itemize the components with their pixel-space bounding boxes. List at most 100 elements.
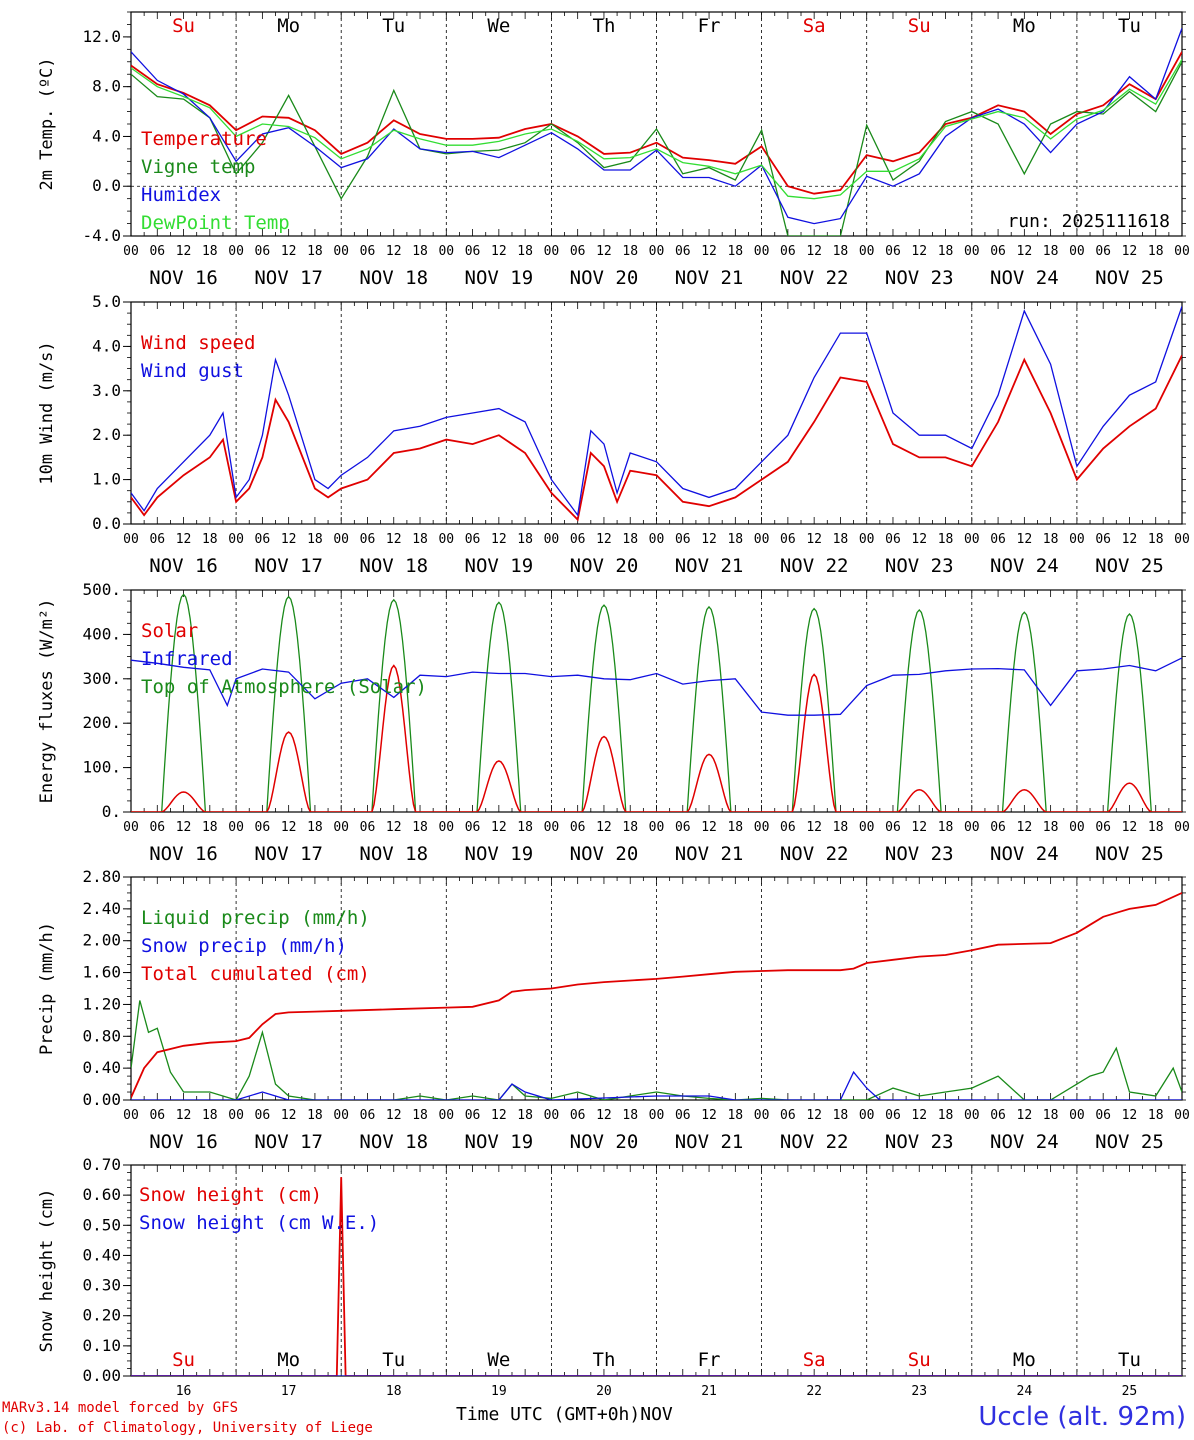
y-axis-label: Snow height (cm) [37, 1189, 57, 1353]
date-label: NOV 22 [780, 555, 849, 577]
date-label: NOV 22 [780, 267, 849, 289]
hour-tick-label: 00 [859, 820, 875, 835]
date-label: NOV 20 [570, 843, 639, 865]
hour-tick-label: 06 [885, 532, 901, 547]
hour-tick-label: 06 [255, 1108, 271, 1123]
date-label: NOV 16 [149, 267, 218, 289]
hour-tick-label: 00 [1069, 820, 1085, 835]
series-line-snow-precip-mm-h [131, 1070, 1182, 1100]
legend-entry: Wind gust [141, 360, 244, 382]
hour-tick-label: 06 [360, 532, 376, 547]
date-label: NOV 23 [885, 555, 954, 577]
hour-tick-label: 00 [333, 532, 349, 547]
series-group [131, 593, 1182, 812]
date-label: NOV 23 [885, 843, 954, 865]
day-number-label: 20 [596, 1384, 612, 1399]
day-number-label: 25 [1122, 1384, 1138, 1399]
hour-tick-label: 12 [1017, 820, 1033, 835]
date-label: NOV 18 [359, 555, 428, 577]
legend-entry: Liquid precip (mm/h) [141, 907, 370, 929]
hour-tick-label: 18 [833, 532, 849, 547]
series-group [131, 892, 1182, 1100]
hour-tick-label: 12 [806, 532, 822, 547]
hour-tick-label: 00 [228, 532, 244, 547]
legend-entry: Top of Atmosphere (Solar) [141, 676, 427, 698]
series-group [131, 306, 1182, 522]
weekday-label: Mo [277, 1349, 300, 1371]
hour-tick-label: 18 [1043, 244, 1059, 259]
hour-tick-label: 00 [333, 1108, 349, 1123]
date-label: NOV 23 [885, 267, 954, 289]
hour-tick-label: 18 [1043, 820, 1059, 835]
y-tick-label: 0.0 [92, 176, 121, 195]
series-line-temperature [131, 51, 1182, 195]
hour-tick-label: 00 [438, 532, 454, 547]
hour-tick-label: 00 [1174, 1108, 1190, 1123]
day-number-label: 22 [806, 1384, 822, 1399]
hour-tick-label: 12 [491, 820, 507, 835]
panel-1: -4.0 0.0 4.0 8.0 12.0 2m Temp. (ºC) 00 06 12 18 00… [37, 11, 1190, 289]
y-tick-label: 4.0 [92, 336, 121, 355]
hour-tick-label: 12 [176, 532, 192, 547]
date-label: NOV 19 [465, 555, 534, 577]
y-tick-label: 12.0 [82, 27, 121, 46]
date-label: NOV 20 [570, 555, 639, 577]
hour-tick-label: 00 [1174, 532, 1190, 547]
hour-tick-label: 12 [1017, 532, 1033, 547]
y-tick-label: 0.00 [82, 1090, 121, 1109]
hour-tick-label: 00 [1069, 1108, 1085, 1123]
y-tick-label: 1.20 [82, 994, 121, 1013]
legend-entry: DewPoint Temp [141, 212, 290, 234]
hour-tick-label: 06 [675, 1108, 691, 1123]
hour-tick-label: 06 [675, 244, 691, 259]
y-tick-label: 0.10 [82, 1336, 121, 1355]
hour-tick-label: 12 [1122, 1108, 1138, 1123]
hour-tick-label: 12 [701, 244, 717, 259]
hour-tick-label: 00 [649, 1108, 665, 1123]
weekday-label: Sa [803, 1349, 826, 1371]
legend-entry: Infrared [141, 648, 233, 670]
hour-tick-label: 18 [307, 532, 323, 547]
y-tick-label: 0.60 [82, 1185, 121, 1204]
hour-tick-label: 00 [1174, 820, 1190, 835]
hour-tick-label: 18 [833, 820, 849, 835]
y-tick-label: 0.20 [82, 1306, 121, 1325]
hour-tick-label: 18 [1043, 1108, 1059, 1123]
legend-entry: Snow height (cm) [139, 1184, 322, 1206]
legend-entry: Solar [141, 620, 198, 642]
y-tick-label: 0.40 [82, 1058, 121, 1077]
series-line-wind-gust [131, 306, 1182, 517]
x-axis-label-text: Time UTC (GMT+0h) [456, 1404, 641, 1425]
y-tick-label: 0.50 [82, 1215, 121, 1234]
y-tick-label: 2.00 [82, 931, 121, 950]
y-tick-label: 0.40 [82, 1245, 121, 1264]
hour-tick-label: 00 [649, 820, 665, 835]
hour-tick-label: 18 [307, 1108, 323, 1123]
hour-tick-label: 12 [1122, 532, 1138, 547]
day-number-label: 19 [491, 1384, 507, 1399]
series-line-total-cumulated-cm [131, 892, 1182, 1098]
weekday-label: Mo [277, 15, 300, 37]
hour-tick-label: 00 [544, 532, 560, 547]
legend-entry: Humidex [141, 184, 221, 206]
weekday-label: Su [908, 1349, 931, 1371]
hour-tick-label: 00 [544, 820, 560, 835]
station-name: Uccle (alt. 92m) [978, 1402, 1186, 1432]
hour-tick-label: 18 [517, 820, 533, 835]
series-line-snow-height-cm [131, 1177, 1182, 1376]
hour-tick-label: 06 [1095, 532, 1111, 547]
panel-2: 0.0 1.0 2.0 3.0 4.0 5.0 10m Wind (m/s) 00 06 12 18… [37, 292, 1190, 577]
y-tick-label: 3.0 [92, 381, 121, 400]
hour-tick-label: 00 [754, 1108, 770, 1123]
legend-entry: Wind speed [141, 332, 255, 354]
date-label: NOV 24 [990, 843, 1059, 865]
y-axis-label: 10m Wind (m/s) [37, 341, 57, 484]
hour-tick-label: 06 [1095, 820, 1111, 835]
hour-tick-label: 18 [727, 820, 743, 835]
date-label: NOV 17 [254, 555, 323, 577]
hour-tick-label: 06 [570, 820, 586, 835]
hour-tick-label: 06 [885, 1108, 901, 1123]
series-group [131, 27, 1182, 236]
y-axis-label: 2m Temp. (ºC) [37, 57, 57, 190]
series-line-liquid-precip-mm-h [131, 1000, 1182, 1100]
